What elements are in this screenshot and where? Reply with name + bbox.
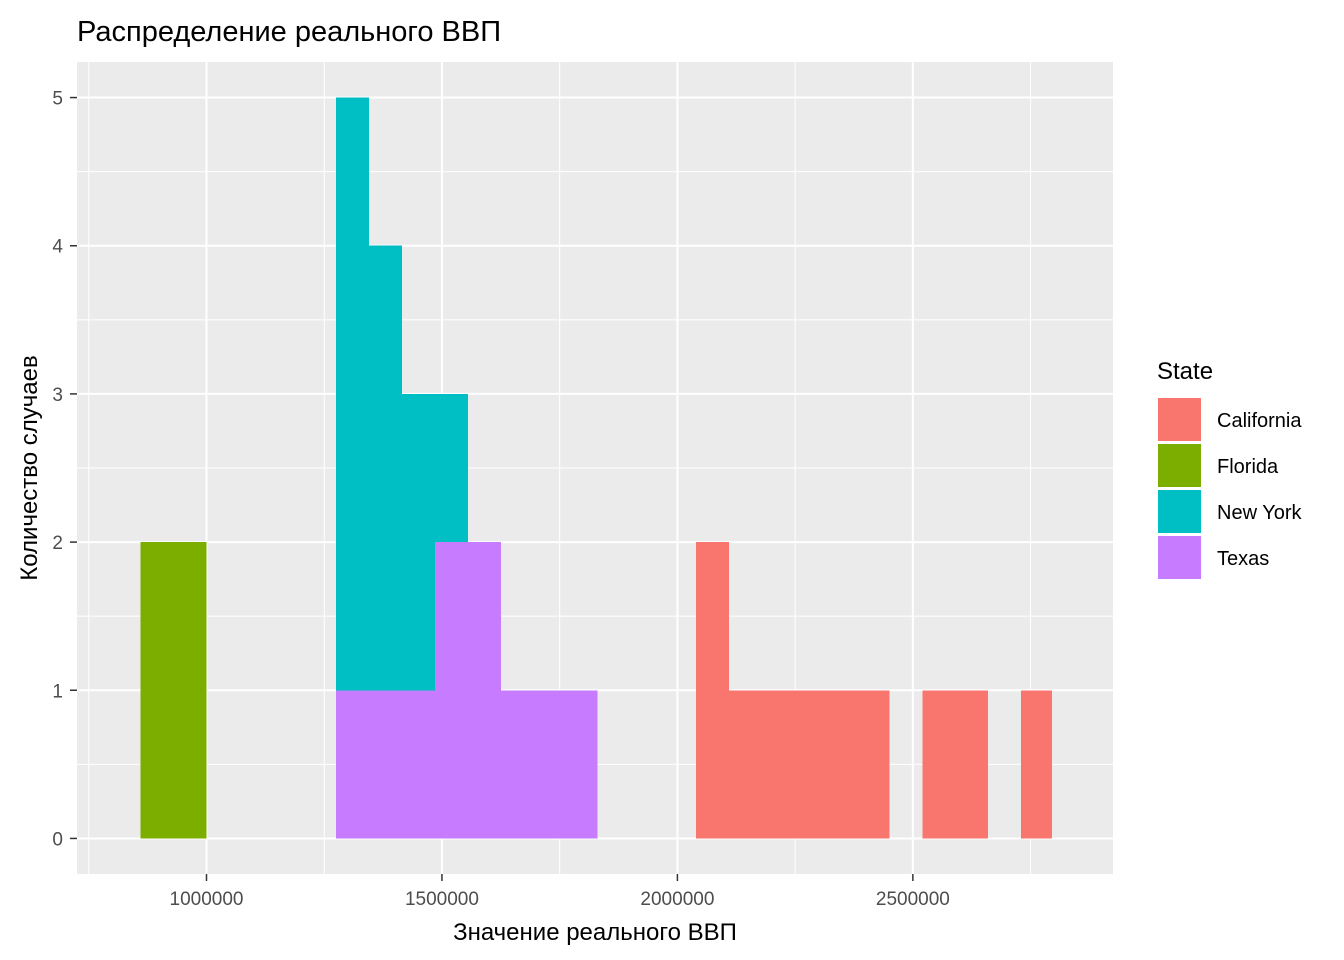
bar-florida [140,542,174,839]
bar-california [955,690,989,839]
bars [140,97,1052,839]
bar-texas [434,542,468,839]
bar-texas [401,690,435,839]
bar-texas [467,542,501,839]
y-axis: 0 1 2 3 4 5 [52,89,77,850]
bar-new-york [401,393,435,691]
y-tick-label: 3 [52,385,63,406]
y-tick-label: 2 [52,533,63,554]
x-tick-label: 2000000 [640,889,714,910]
y-tick-label: 1 [52,681,63,702]
legend-swatch-florida [1158,444,1201,487]
chart-title: Распределение реального ВВП [77,16,501,48]
x-tick-label: 1000000 [170,889,244,910]
bar-california [858,690,890,839]
bar-new-york [434,393,468,543]
bar-california [922,690,956,839]
bar-texas [564,690,598,839]
legend: State California Florida New York Texas [1157,358,1302,579]
y-tick-label: 0 [52,829,63,850]
bar-california [762,690,793,839]
bar-texas [533,690,565,839]
bar-new-york [336,97,369,691]
bar-california [1021,690,1052,839]
legend-title: State [1157,358,1213,385]
bar-california [729,690,763,839]
bar-california [825,690,859,839]
bar-california [696,542,730,839]
x-axis-title: Значение реального ВВП [453,919,737,946]
bar-florida [173,542,207,839]
x-tick-label: 1500000 [405,889,479,910]
y-tick-label: 4 [52,237,63,258]
bar-texas [500,690,534,839]
legend-items: California Florida New York Texas [1158,398,1302,579]
y-axis-title: Количество случаев [16,355,43,581]
bar-texas [336,690,369,839]
x-axis: 1000000 1500000 2000000 2500000 [170,874,950,910]
legend-label-new-york: New York [1217,502,1302,524]
bar-texas [368,690,402,839]
x-tick-label: 2500000 [876,889,950,910]
y-tick-label: 5 [52,89,63,110]
legend-label-california: California [1217,410,1302,432]
bar-new-york [368,245,402,691]
legend-swatch-california [1158,398,1201,441]
legend-swatch-texas [1158,536,1201,579]
legend-label-texas: Texas [1217,548,1269,570]
legend-swatch-new-york [1158,490,1201,533]
bar-california [792,690,826,839]
legend-label-florida: Florida [1217,456,1279,478]
